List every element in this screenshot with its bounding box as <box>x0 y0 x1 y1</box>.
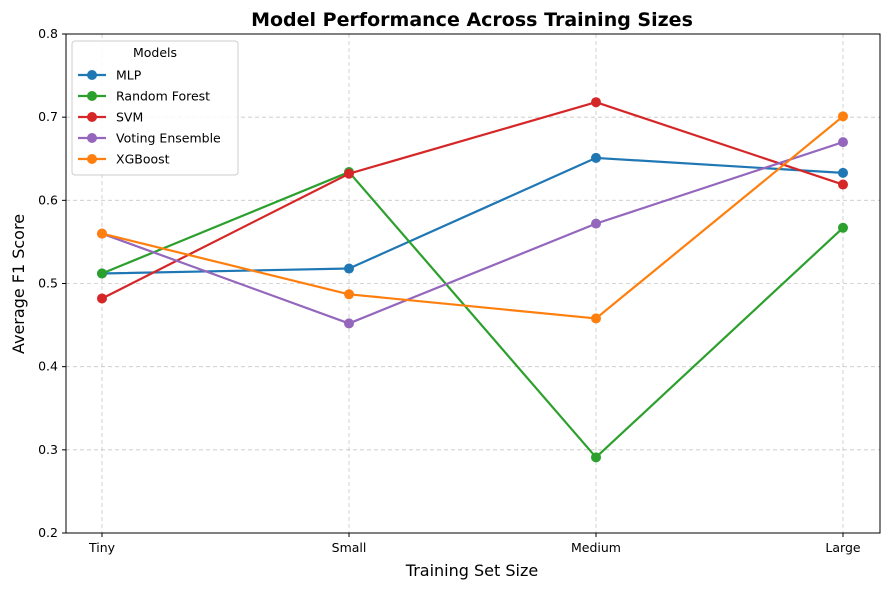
chart-title: Model Performance Across Training Sizes <box>251 9 693 31</box>
legend-swatch-marker <box>87 133 97 143</box>
y-tick-label: 0.5 <box>38 276 58 291</box>
data-point <box>591 97 601 108</box>
data-point <box>97 228 107 239</box>
data-point <box>97 293 107 304</box>
legend-swatch-marker <box>87 91 97 101</box>
x-tick-label: Small <box>332 540 367 555</box>
series-layer <box>97 97 848 463</box>
series-random-forest <box>97 167 848 463</box>
data-point <box>344 168 354 179</box>
data-point <box>838 137 848 148</box>
legend-swatch-marker <box>87 70 97 80</box>
x-tick-label: Tiny <box>88 540 116 555</box>
axes <box>62 33 881 537</box>
x-axis-label: Training Set Size <box>405 561 538 580</box>
data-point <box>591 452 601 463</box>
legend-swatch-marker <box>87 112 97 122</box>
y-tick-label: 0.6 <box>38 192 58 207</box>
data-point <box>344 289 354 300</box>
series-svm <box>97 97 848 304</box>
series-xgboost <box>97 111 848 324</box>
legend-box <box>71 40 239 176</box>
data-point <box>838 222 848 233</box>
legend-item-voting-ensemble: Voting Ensemble <box>78 131 221 146</box>
data-point <box>344 263 354 274</box>
y-tick-label: 0.7 <box>38 109 58 124</box>
x-tick-label: Large <box>825 540 860 555</box>
data-point <box>591 218 601 229</box>
x-tick-label: Medium <box>571 540 621 555</box>
data-point <box>97 268 107 279</box>
grid-lines <box>66 34 880 533</box>
legend-item-random-forest: Random Forest <box>78 89 210 104</box>
data-point <box>838 167 848 178</box>
series-line <box>101 115 844 320</box>
legend-label: MLP <box>116 68 142 83</box>
data-point <box>591 313 601 324</box>
legend-label: XGBoost <box>116 152 170 167</box>
legend-item-xgboost: XGBoost <box>78 152 170 167</box>
y-axis-label: Average F1 Score <box>9 214 28 354</box>
data-point <box>838 111 848 122</box>
y-tick-label: 0.3 <box>38 442 58 457</box>
data-point <box>344 318 354 329</box>
series-line <box>101 170 844 459</box>
y-tick-label: 0.8 <box>38 26 58 41</box>
legend-item-mlp: MLP <box>78 68 142 83</box>
series-line <box>101 101 844 300</box>
plot-frame <box>65 33 881 534</box>
legend-title: Models <box>133 45 177 60</box>
series-line <box>101 156 844 275</box>
series-line <box>101 141 844 325</box>
legend-label: Random Forest <box>116 89 210 104</box>
legend-label: SVM <box>116 110 143 125</box>
legend-swatch-marker <box>87 154 97 164</box>
tick-labels: 0.2 0.3 0.4 0.5 0.6 0.7 0.8 Tiny Small Medium Larg… <box>38 26 861 555</box>
y-tick-label: 0.2 <box>38 525 58 540</box>
legend: Models MLP Random Forest SVM Voting Ensembl… <box>71 40 239 176</box>
legend-item-svm: SVM <box>78 110 143 125</box>
data-point <box>591 152 601 163</box>
y-tick-label: 0.4 <box>38 359 58 374</box>
legend-label: Voting Ensemble <box>116 131 221 146</box>
data-point <box>838 179 848 190</box>
